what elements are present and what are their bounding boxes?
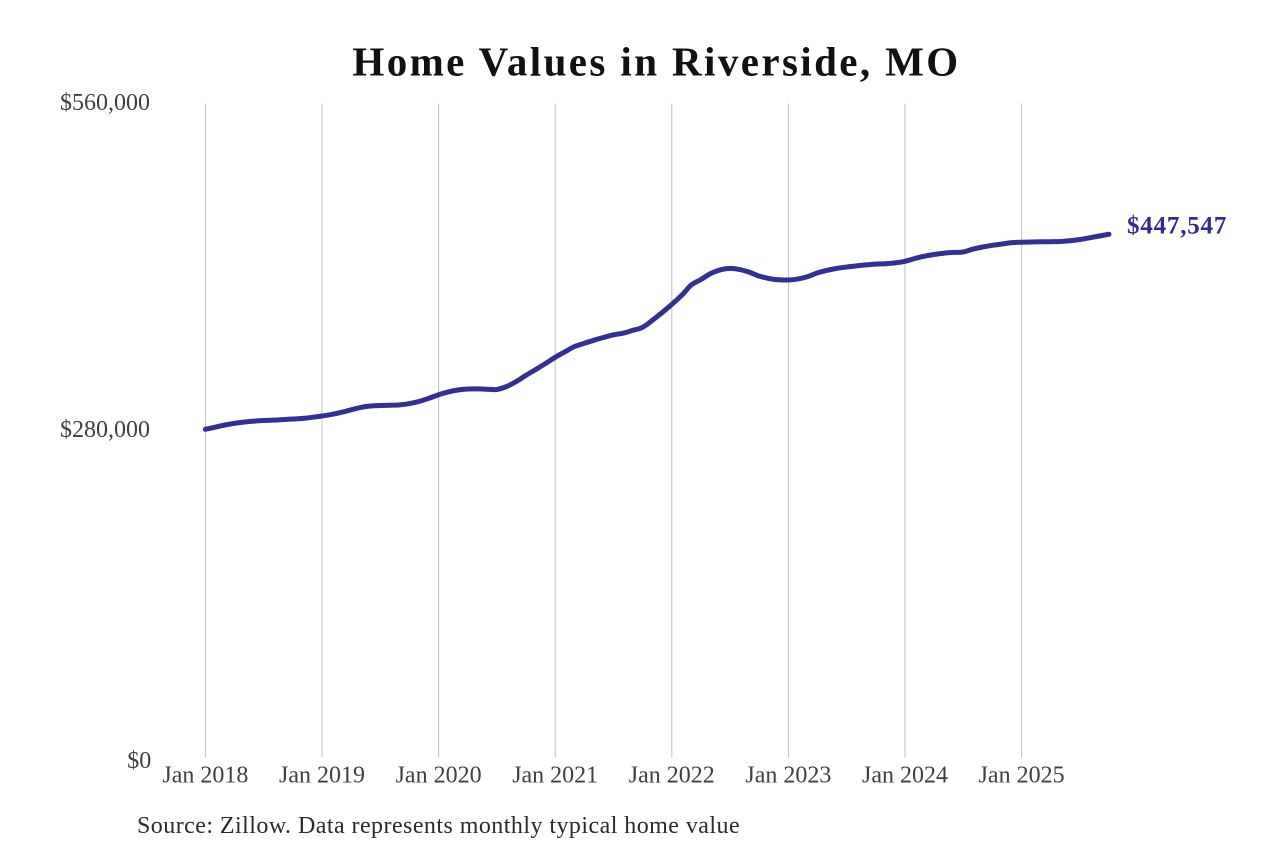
svg-text:Jan 2025: Jan 2025 xyxy=(979,763,1065,789)
svg-text:$447,547: $447,547 xyxy=(1127,212,1227,239)
svg-text:Jan 2020: Jan 2020 xyxy=(396,763,482,789)
svg-text:Jan 2018: Jan 2018 xyxy=(162,763,248,789)
svg-text:Jan 2024: Jan 2024 xyxy=(862,763,948,789)
svg-text:Jan 2021: Jan 2021 xyxy=(512,763,598,789)
svg-text:$280,000: $280,000 xyxy=(60,417,150,443)
svg-text:$560,000: $560,000 xyxy=(60,90,150,116)
svg-text:Jan 2019: Jan 2019 xyxy=(279,763,365,789)
svg-text:Jan 2022: Jan 2022 xyxy=(629,763,715,789)
svg-text:Jan 2023: Jan 2023 xyxy=(745,763,831,789)
svg-text:Home Values in Riverside, MO: Home Values in Riverside, MO xyxy=(352,39,960,85)
svg-text:Source: Zillow. Data represent: Source: Zillow. Data represents monthly … xyxy=(137,813,740,839)
svg-text:$0: $0 xyxy=(127,748,151,774)
